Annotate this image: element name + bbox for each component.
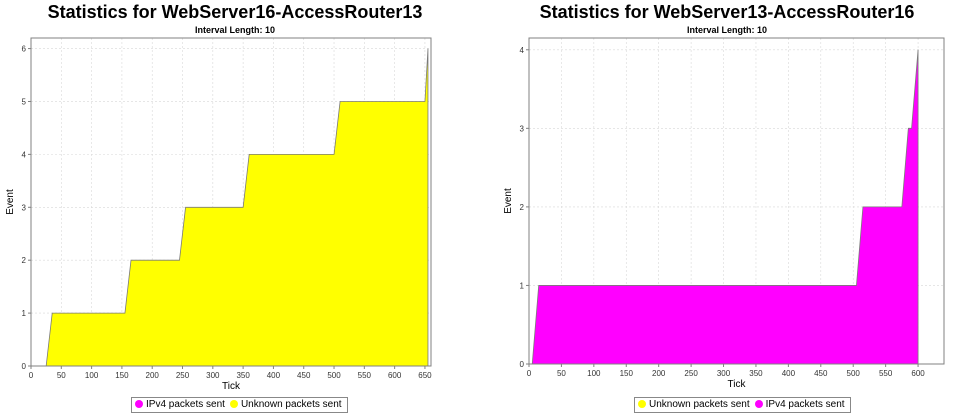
y-axis-label: Event (5, 189, 16, 215)
plot-area-right: 0 50 100 150 200 250 300 350 400 450 500 550 600 0 1 2 3… (503, 37, 945, 390)
y-tick-label: 3 (22, 203, 27, 212)
legend-swatch-icon (754, 400, 763, 408)
legend-item: IPv4 packets sent (754, 399, 845, 410)
y-tick-label: 5 (22, 97, 27, 106)
legend-swatch-icon (229, 400, 238, 408)
chart-title: Statistics for WebServer13-AccessRouter1… (539, 2, 915, 22)
x-tick-label: 100 (85, 371, 99, 380)
y-tick-label: 1 (520, 281, 525, 290)
x-tick-label: 200 (146, 371, 160, 380)
legend-left: IPv4 packets sent Unknown packets sent (131, 397, 348, 413)
x-tick-label: 0 (527, 369, 532, 378)
y-axis-label: Event (503, 188, 514, 214)
chart-title: Statistics for WebServer16-AccessRouter1… (47, 2, 423, 22)
plot-area-left: 0 50 100 150 200 250 300 350 400 450 500 550 600 650 0… (5, 37, 432, 392)
x-tick-label: 150 (115, 371, 129, 380)
x-tick-label: 0 (29, 371, 34, 380)
chart-subtitle: Interval Length: 10 (194, 25, 275, 35)
x-tick-label: 400 (782, 369, 796, 378)
x-tick-label: 300 (206, 371, 220, 380)
x-tick-label: 500 (327, 371, 341, 380)
chart-panel-right: Statistics for WebServer13-AccessRouter1… (492, 0, 962, 414)
y-tick-label: 2 (22, 256, 27, 265)
x-axis-label: Tick (728, 379, 747, 390)
x-tick-label: 150 (620, 369, 634, 378)
x-tick-label: 250 (176, 371, 190, 380)
x-axis-label: Tick (222, 381, 241, 392)
y-tick-label: 0 (520, 360, 525, 369)
legend-label: IPv4 packets sent (146, 399, 225, 410)
legend-item: IPv4 packets sent (135, 399, 225, 410)
x-tick-label: 50 (557, 369, 566, 378)
x-tick-label: 550 (358, 371, 372, 380)
y-tick-label: 0 (22, 362, 27, 371)
x-tick-label: 200 (652, 369, 666, 378)
x-tick-label: 450 (297, 371, 311, 380)
plot-border (528, 37, 945, 365)
legend-item: Unknown packets sent (229, 399, 342, 410)
x-tick-label: 400 (267, 371, 281, 380)
legend-swatch-icon (135, 400, 143, 408)
y-tick-label: 4 (22, 150, 27, 159)
y-tick-label: 2 (520, 203, 525, 212)
series-area (45, 48, 429, 367)
x-tick-label: 500 (847, 369, 861, 378)
x-tick-label: 600 (911, 369, 925, 378)
x-tick-label: 350 (236, 371, 250, 380)
legend-right: Unknown packets sent IPv4 packets sent (634, 397, 851, 413)
chart-panel-left: Statistics for WebServer16-AccessRouter1… (0, 0, 470, 414)
plot-border (30, 37, 432, 367)
legend-label: IPv4 packets sent (765, 399, 845, 410)
chart-subtitle: Interval Length: 10 (686, 25, 767, 35)
legend-swatch-icon (638, 400, 646, 408)
y-tick-label: 6 (22, 45, 27, 54)
series-area (531, 49, 919, 365)
legend-label: Unknown packets sent (240, 399, 342, 410)
x-tick-label: 650 (418, 371, 432, 380)
y-tick-label: 1 (22, 309, 27, 318)
x-tick-label: 250 (684, 369, 698, 378)
x-tick-label: 600 (388, 371, 402, 380)
x-tick-label: 100 (587, 369, 601, 378)
legend-label: Unknown packets sent (649, 399, 750, 410)
x-tick-label: 300 (717, 369, 731, 378)
x-tick-label: 550 (879, 369, 893, 378)
y-tick-label: 4 (520, 46, 525, 55)
x-tick-label: 350 (749, 369, 763, 378)
legend-item: Unknown packets sent (638, 399, 750, 410)
y-tick-label: 3 (520, 124, 525, 133)
x-tick-label: 450 (814, 369, 828, 378)
x-tick-label: 50 (57, 371, 66, 380)
